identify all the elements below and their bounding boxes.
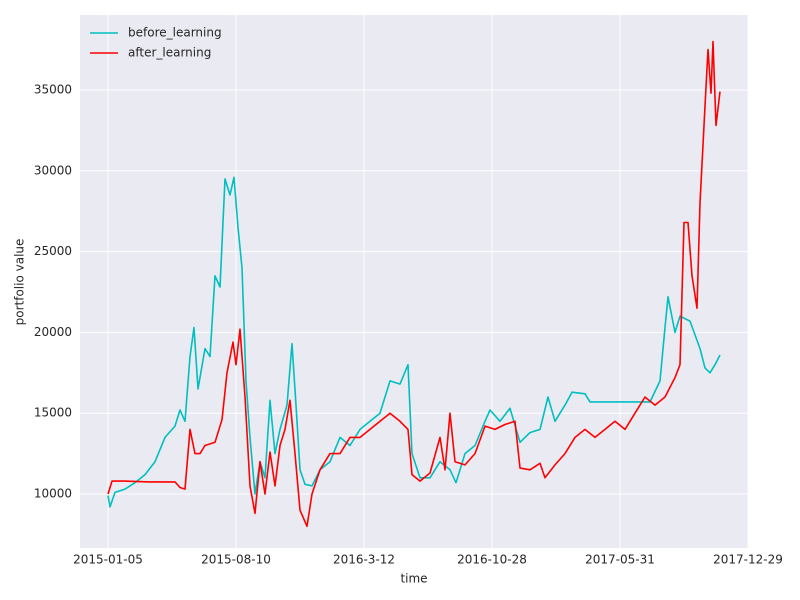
x-tick-label: 2017-12-29: [713, 553, 783, 567]
series-line: [107, 40, 721, 528]
x-tick-label: 2015-08-10: [201, 553, 271, 567]
y-tick-label: 15000: [34, 406, 72, 420]
x-axis-label: time: [400, 572, 427, 586]
legend-label: after_learning: [128, 46, 211, 60]
y-axis-label: portfolio value: [13, 239, 27, 326]
y-tick-label: 25000: [34, 244, 72, 258]
y-tick-label: 35000: [34, 82, 72, 96]
x-tick-label: 2017-05-31: [585, 553, 655, 567]
series-line: [107, 176, 721, 508]
x-tick-label: 2016-10-28: [457, 553, 527, 567]
plot-area: [80, 15, 748, 548]
y-tick-label: 20000: [34, 325, 72, 339]
y-tick-label: 30000: [34, 163, 72, 177]
x-tick-label: 2015-01-05: [73, 553, 143, 567]
legend-label: before_learning: [128, 26, 222, 40]
x-tick-label: 2016-3-12: [333, 553, 395, 567]
y-tick-label: 10000: [34, 486, 72, 500]
